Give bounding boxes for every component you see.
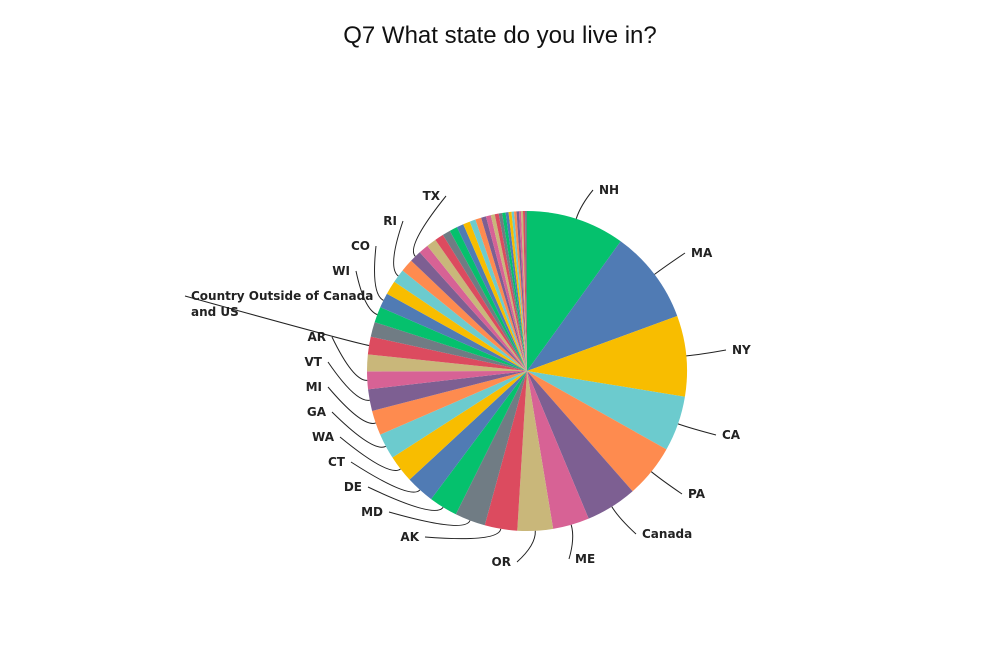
leader-line-me	[568, 524, 574, 560]
slice-label-co: CO	[351, 239, 370, 253]
leader-lines	[184, 189, 727, 563]
slice-label-md: MD	[361, 505, 383, 519]
slice-label-ar: AR	[307, 330, 326, 344]
pie-slice-32	[456, 224, 527, 371]
pie-slice-or	[517, 371, 554, 531]
pie-slice-ri	[394, 270, 527, 371]
leader-line-nh	[575, 189, 594, 219]
pie-slice-33	[463, 221, 527, 371]
pie-slice-34	[469, 219, 527, 371]
pie-slice-36	[481, 216, 527, 371]
pie-slice-23	[386, 281, 527, 371]
pie-slice-mi	[372, 371, 527, 435]
leader-line-ga	[331, 411, 387, 448]
leader-line-ma	[654, 252, 686, 275]
slice-label-nh: NH	[599, 183, 619, 197]
slice-label-de: DE	[344, 480, 362, 494]
slice-label-wa: WA	[312, 430, 335, 444]
pie-slice-pa	[527, 371, 667, 492]
leader-line-wa	[339, 436, 401, 471]
leader-line-md	[388, 511, 471, 526]
pie-slice-ga	[380, 371, 527, 458]
slice-label-wi: WI	[332, 264, 350, 278]
slice-label-ak: AK	[400, 530, 419, 544]
leader-line-or	[516, 530, 536, 563]
leader-line-ca	[677, 423, 717, 436]
leader-line-vt	[327, 361, 370, 401]
slice-label-canada: Canada	[642, 527, 692, 541]
chart-title: Q7 What state do you live in?	[343, 22, 657, 49]
leader-line-co	[374, 245, 384, 301]
pie-slice-wi	[374, 307, 527, 371]
leader-line-ct	[350, 461, 421, 493]
pie-slice-ct	[409, 371, 527, 500]
pie-slice-44	[511, 211, 527, 371]
pie-slice-47	[519, 211, 527, 371]
leader-line-wi	[355, 270, 378, 316]
slice-label-or: OR	[492, 555, 511, 569]
pie-slice-49	[523, 211, 527, 371]
pie-slice-46	[516, 211, 527, 371]
pie-slice-tx	[411, 252, 527, 371]
pie-slice-29	[435, 234, 527, 371]
pie-slice-nh	[527, 211, 621, 371]
pie-slice-27	[419, 245, 527, 371]
pie-slice-18	[366, 354, 527, 372]
pie-slice-ak	[484, 371, 527, 531]
pie-slice-31	[449, 227, 527, 371]
leader-line-de	[367, 486, 444, 511]
leader-line-country-outside-of-canada-and-us	[184, 295, 370, 346]
pie-slice-30	[442, 230, 527, 371]
leader-line-ak	[424, 528, 502, 540]
pie-slice-ny	[527, 315, 687, 397]
leader-line-tx	[412, 195, 447, 257]
leader-line-mi	[327, 386, 376, 424]
pie-slice-48	[521, 211, 527, 371]
slice-label-ny: NY	[732, 343, 751, 357]
slice-label-vt: VT	[305, 355, 323, 369]
pie-slice-42	[505, 212, 527, 371]
pie-slice-41	[502, 212, 527, 371]
pie-slice-28	[427, 239, 527, 371]
pie-slice-canada	[527, 371, 633, 519]
slice-label-ca: CA	[722, 428, 741, 442]
pie-slices	[366, 210, 687, 531]
pie-slice-vt	[368, 371, 527, 411]
leader-line-canada	[611, 506, 637, 535]
pie-slice-35	[475, 217, 527, 371]
pie-slice-25	[402, 260, 527, 371]
pie-slice-38	[490, 214, 527, 371]
pie-slice-ma	[527, 241, 678, 371]
slice-label-tx: TX	[423, 189, 441, 203]
pie-slice-country-outside-of-canada-and-us	[367, 336, 527, 371]
leader-line-ny	[686, 349, 727, 357]
pie-slice-37	[485, 215, 527, 371]
slice-label-ga: GA	[307, 405, 327, 419]
slice-label-country-outside-of-canada-and-us: Country Outside of Canada and US	[191, 289, 373, 319]
pie-slice-45	[514, 211, 527, 371]
pie-slice-ca	[527, 371, 685, 450]
pie-slice-50	[525, 210, 527, 371]
pie-slice-20	[370, 322, 527, 371]
pie-slice-40	[498, 212, 527, 371]
pie-slice-co	[380, 293, 527, 371]
pie-slice-de	[431, 371, 527, 515]
pie-slice-me	[527, 371, 589, 529]
leader-line-ar	[331, 336, 368, 381]
slice-label-me: ME	[575, 552, 595, 566]
slice-labels: NH MA NY CA PA Canada ME OR AK MD DE CT WA GA MI VT AR Co…	[191, 183, 751, 569]
pie-slice-wa	[392, 371, 527, 480]
slice-label-ct: CT	[328, 455, 346, 469]
slice-label-mi: MI	[306, 380, 322, 394]
pie-slice-39	[494, 213, 527, 371]
leader-line-ri	[393, 220, 404, 277]
pie-slice-md	[455, 371, 527, 526]
pie-slice-43	[508, 211, 527, 371]
leader-line-pa	[650, 471, 683, 495]
slice-label-ri: RI	[383, 214, 397, 228]
slice-label-ma: MA	[691, 246, 713, 260]
slice-label-pa: PA	[688, 487, 706, 501]
pie-slice-ar	[367, 371, 527, 390]
